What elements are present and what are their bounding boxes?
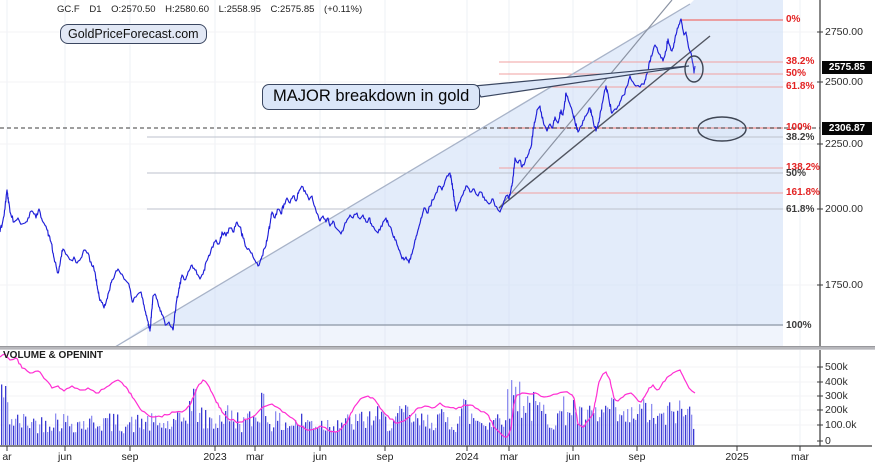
volume-axis-tick: 100.0k (825, 419, 857, 431)
fib-level-label-gray: 38.2% (786, 132, 815, 143)
close-value: C:2575.85 (270, 4, 315, 15)
volume-panel-label: VOLUME & OPENINT (3, 350, 104, 361)
timeframe-label: D1 (89, 4, 102, 15)
volume-axis-tick: 400k (825, 376, 848, 388)
fib-level-label-gray: 100% (786, 320, 812, 331)
fib-level-label-red: 61.8% (786, 81, 815, 92)
symbol-label: GC.F (57, 4, 80, 15)
price-axis-tick: 2750.00 (825, 26, 863, 38)
open-value: O:2570.50 (111, 4, 156, 15)
date-axis-tick: jun (312, 451, 328, 463)
date-axis-tick: mar (245, 451, 265, 463)
volume-axis-tick: 300k (825, 390, 848, 402)
date-axis-tick: jun (57, 451, 73, 463)
panel-separator[interactable] (0, 346, 875, 350)
volume-axis-tick: 0 (825, 435, 831, 447)
date-axis-tick: jun (565, 451, 581, 463)
date-axis-tick: 2025 (725, 451, 749, 463)
fib-level-label-gray: 50% (786, 168, 807, 179)
fib-level-label-red: 0% (786, 14, 801, 25)
volume-axis-tick: 500k (825, 361, 848, 373)
last-price-badge: 2306.87 (822, 121, 872, 135)
fib-level-label-red: 50% (786, 68, 807, 79)
fib-level-label-gray: 61.8% (786, 204, 815, 215)
volume-axis-tick: 200k (825, 404, 848, 416)
low-value: L:2558.95 (218, 4, 261, 15)
date-axis-tick: 2024 (455, 451, 479, 463)
last-price-badge: 2575.85 (822, 60, 872, 74)
price-axis-tick: 2000.00 (825, 203, 863, 215)
date-axis-tick: sep (376, 451, 394, 463)
fib-level-label-red: 38.2% (786, 56, 815, 67)
fib-level-label-red: 138.2% (786, 162, 820, 173)
high-value: H:2580.60 (165, 4, 209, 15)
date-axis-tick: sep (121, 451, 139, 463)
price-axis-tick: 1750.00 (825, 279, 863, 291)
date-axis-tick: mar (790, 451, 810, 463)
date-axis-tick: mar (499, 451, 519, 463)
price-axis-tick: 2500.00 (825, 76, 863, 88)
ohlc-header: GC.F D1 O:2570.50 H:2580.60 L:2558.95 C:… (57, 4, 369, 15)
change-percent: (+0.11%) (324, 4, 363, 15)
breakdown-callout[interactable]: MAJOR breakdown in gold (262, 84, 481, 110)
fib-level-label-red: 161.8% (786, 187, 820, 198)
date-axis-tick: 2023 (203, 451, 227, 463)
date-axis-tick: ar (2, 451, 12, 463)
fib-level-label-red: 100% (786, 122, 812, 133)
price-axis-tick: 2250.00 (825, 138, 863, 150)
date-axis-tick: sep (628, 451, 646, 463)
watermark-badge: GoldPriceForecast.com (60, 24, 207, 44)
